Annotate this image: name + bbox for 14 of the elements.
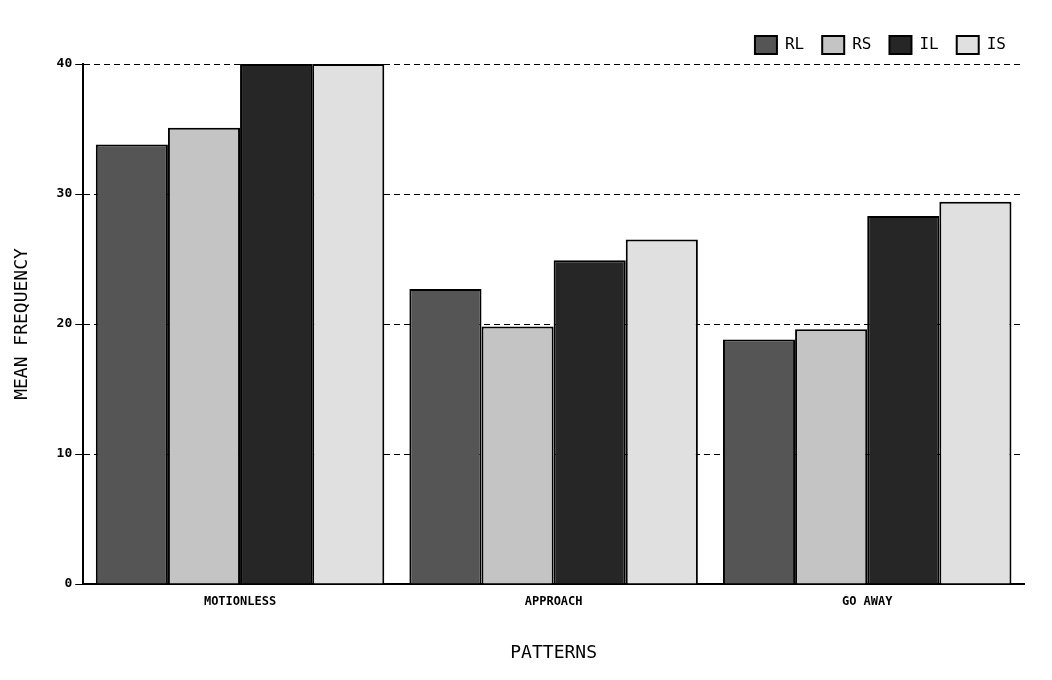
legend-label: RL <box>784 34 805 54</box>
x-tick-label: APPROACH <box>524 594 583 609</box>
legend-label: IL <box>919 34 939 54</box>
legend-label: IS <box>986 34 1006 54</box>
y-tick-label: 0 <box>64 575 73 591</box>
x-tick-label: GO AWAY <box>841 594 894 609</box>
y-tick-label: 10 <box>56 445 73 461</box>
x-tick-label: MOTIONLESS <box>203 594 277 609</box>
legend-label: RS <box>852 34 872 54</box>
y-tick-label: 40 <box>56 55 73 71</box>
y-tick-label: 30 <box>56 185 73 201</box>
y-tick-label: 20 <box>56 315 73 331</box>
x-axis-title: PATTERNS <box>510 640 597 662</box>
y-axis-title: MEAN FREQUENCY <box>10 247 32 400</box>
